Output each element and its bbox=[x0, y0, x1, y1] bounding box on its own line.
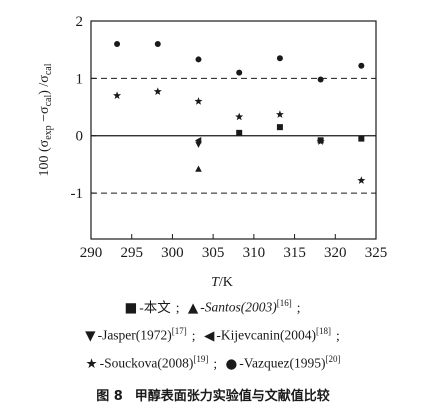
square-icon: ■ bbox=[124, 299, 138, 316]
legend-row-3: ★ -Souckova(2008)[19]; ● -Vazquez(1995)[20… bbox=[0, 350, 426, 373]
y-tick-label: 1 bbox=[76, 71, 84, 87]
legend-item-this-work: ■ -本文 bbox=[124, 299, 171, 316]
point-star bbox=[194, 97, 203, 105]
point-circle bbox=[195, 56, 202, 63]
point-star bbox=[113, 91, 122, 99]
y-tick-label: -1 bbox=[71, 186, 84, 202]
point-square bbox=[236, 129, 243, 136]
point-square bbox=[276, 124, 283, 131]
point-star bbox=[153, 87, 162, 95]
legend-row-1: ■ -本文; ▲ -Santos(2003)[16]; bbox=[0, 294, 426, 317]
point-circle bbox=[236, 69, 243, 76]
point-circle bbox=[114, 40, 121, 47]
data-points bbox=[113, 40, 366, 184]
star-icon: ★ bbox=[85, 355, 98, 372]
figure-title: 甲醇表面张力实验值与文献值比较 bbox=[134, 389, 330, 404]
point-circle bbox=[276, 55, 283, 62]
x-tick-label: 295 bbox=[120, 245, 143, 261]
plot-border bbox=[90, 20, 377, 240]
point-star bbox=[275, 110, 284, 118]
legend-item-santos: ▲ -Santos(2003)[16] bbox=[187, 298, 292, 316]
reference-lines bbox=[91, 77, 376, 194]
x-tick-label: 320 bbox=[324, 245, 347, 261]
y-axis-label: 100 (σexp −σcal) /σcal bbox=[37, 63, 54, 176]
point-star bbox=[316, 137, 325, 145]
legend-row-2: ▼ -Jasper(1972)[17]; ◀ -Kijevcanin(2004)[1… bbox=[0, 322, 426, 345]
chart: 290 295 300 305 310 315 320 325 2 1 0 -1 100 (σexp … bbox=[37, 14, 388, 290]
legend-item-souckova: ★ -Souckova(2008)[19] bbox=[85, 354, 209, 372]
x-axis-label: T/K bbox=[211, 275, 233, 290]
y-tick-label: 2 bbox=[76, 14, 84, 30]
point-circle bbox=[358, 62, 365, 69]
triangle-down-icon: ▼ bbox=[85, 327, 96, 344]
x-tick-label: 310 bbox=[243, 245, 266, 261]
figure-caption: 图 8 甲醇表面张力实验值与文献值比较 bbox=[0, 385, 426, 404]
x-tick-label: 325 bbox=[365, 245, 388, 261]
x-tick-label: 305 bbox=[202, 245, 225, 261]
plot-frame bbox=[90, 20, 377, 240]
x-tick-label: 300 bbox=[161, 245, 184, 261]
legend-item-kijevcanin: ◀ -Kijevcanin(2004)[18] bbox=[203, 326, 332, 344]
legend-item-jasper: ▼ -Jasper(1972)[17] bbox=[85, 326, 187, 344]
circle-icon: ● bbox=[225, 355, 238, 372]
point-square bbox=[358, 135, 365, 142]
legend-item-vazquez: ● -Vazquez(1995)[20] bbox=[225, 354, 341, 372]
point-circle bbox=[317, 76, 324, 83]
y-tick-label: 0 bbox=[76, 129, 84, 145]
x-tick-label: 315 bbox=[283, 245, 306, 261]
x-tick-label: 290 bbox=[80, 245, 103, 261]
triangle-up-icon: ▲ bbox=[187, 299, 199, 316]
point-star bbox=[357, 176, 366, 184]
point-triangle-down bbox=[195, 141, 202, 148]
point-star bbox=[235, 112, 244, 121]
point-triangle-up bbox=[195, 165, 202, 172]
figure-number: 图 8 bbox=[96, 389, 123, 404]
point-circle bbox=[154, 40, 161, 47]
triangle-left-icon: ◀ bbox=[203, 327, 215, 344]
axis-ticks: 290 295 300 305 310 315 320 325 2 1 0 -1 bbox=[71, 14, 388, 261]
point-triangle-left bbox=[194, 137, 202, 144]
